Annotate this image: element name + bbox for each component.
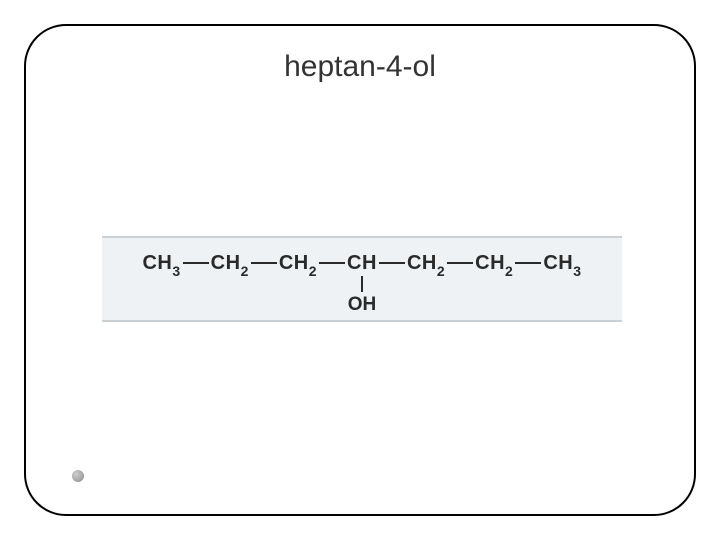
- bullet-dot-icon: [72, 470, 84, 482]
- bond: [183, 262, 209, 264]
- carbon-group: CH2: [279, 252, 317, 277]
- carbon-group: CH3: [543, 252, 581, 277]
- substituent-label: OH: [102, 294, 622, 316]
- bond: [379, 262, 405, 264]
- group-label: CH: [407, 252, 437, 274]
- bond: [447, 262, 473, 264]
- carbon-group: CH2: [407, 252, 445, 277]
- group-label: CH: [475, 252, 505, 274]
- bond: [251, 262, 277, 264]
- vertical-bond: [361, 276, 363, 292]
- group-sub: 2: [241, 263, 249, 279]
- carbon-group: CH2: [475, 252, 513, 277]
- bond: [319, 262, 345, 264]
- structure-box: CH3 CH2 CH2 CH CH2 CH2 CH3 OH: [102, 236, 622, 322]
- compound-title: heptan-4-ol: [26, 50, 694, 84]
- group-label: CH: [211, 252, 241, 274]
- carbon-chain: CH3 CH2 CH2 CH CH2 CH2 CH3: [102, 252, 622, 277]
- group-label: CH: [347, 252, 377, 274]
- group-label: CH: [543, 252, 573, 274]
- slide-frame: heptan-4-ol CH3 CH2 CH2 CH CH2 CH2 CH3 O…: [24, 24, 696, 516]
- group-label: CH: [142, 252, 172, 274]
- carbon-group: CH3: [142, 252, 180, 277]
- group-sub: 2: [437, 263, 445, 279]
- group-label: CH: [279, 252, 309, 274]
- group-sub: 2: [309, 263, 317, 279]
- group-sub: 2: [505, 263, 513, 279]
- group-sub: 3: [172, 263, 180, 279]
- carbon-group: CH: [347, 252, 377, 277]
- carbon-group: CH2: [211, 252, 249, 277]
- group-sub: 3: [573, 263, 581, 279]
- bond: [515, 262, 541, 264]
